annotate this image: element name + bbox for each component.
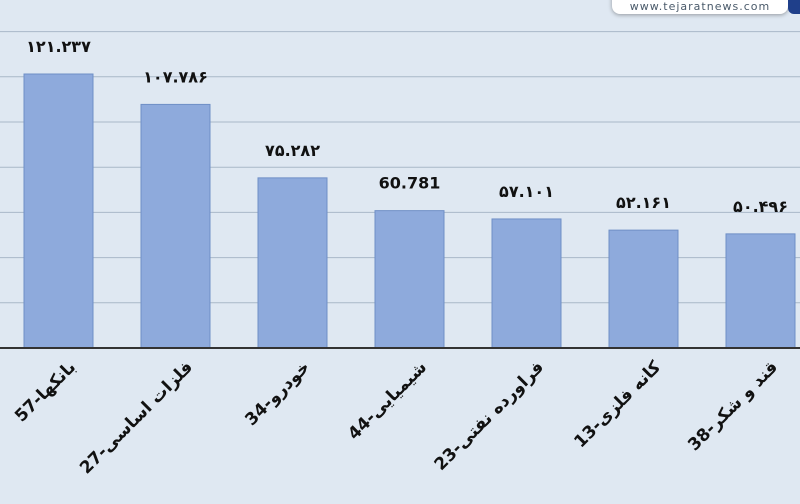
category-label: 44-شیمیایی bbox=[344, 357, 431, 444]
bar bbox=[257, 177, 328, 349]
bar bbox=[140, 103, 211, 349]
bar bbox=[725, 233, 796, 349]
data-label: ۱۰۷.۷۸۶ bbox=[143, 67, 208, 86]
data-label: ۵۷.۱۰۱ bbox=[499, 182, 554, 201]
category-label: 23-فراورده نفتی bbox=[431, 357, 548, 474]
bar bbox=[23, 73, 94, 349]
category-label: 13-کانه فلزی bbox=[570, 357, 665, 452]
data-label: ۷۵.۲۸۲ bbox=[265, 141, 320, 160]
data-label: ۵۰.۴۹۶ bbox=[733, 197, 788, 216]
watermark: www.tejaratnews.com bbox=[612, 0, 788, 14]
data-label: ۵۲.۱۶۱ bbox=[616, 193, 671, 212]
bar bbox=[491, 218, 562, 349]
category-label: 34-خودرو bbox=[241, 357, 314, 430]
category-label: 38-قند و شکر bbox=[684, 357, 782, 455]
bar bbox=[608, 229, 679, 349]
bar bbox=[374, 210, 445, 349]
data-label: 60.781 bbox=[379, 174, 441, 193]
category-label: 27-فلزات اساسی bbox=[76, 357, 197, 478]
watermark-text: www.tejaratnews.com bbox=[629, 0, 771, 13]
category-label: 57-بانکها bbox=[11, 357, 80, 426]
data-label: ۱۲۱.۲۳۷ bbox=[26, 37, 91, 56]
corner-logo-mark bbox=[788, 0, 800, 14]
